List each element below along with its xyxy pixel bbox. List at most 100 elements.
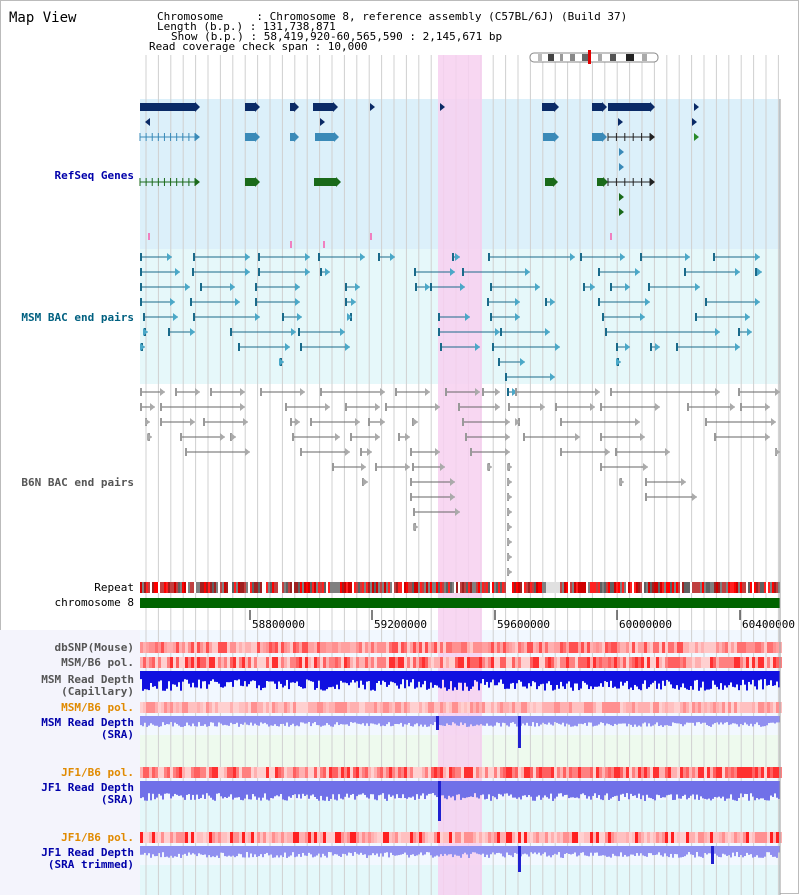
depth-bar [408, 671, 410, 687]
repeat-element [656, 582, 658, 593]
bac-end-pair [320, 268, 330, 276]
heat-cell [284, 702, 287, 713]
heat-cell [752, 767, 755, 778]
heat-cell [308, 642, 311, 653]
depth-bar [196, 846, 198, 857]
depth-bar [180, 781, 182, 796]
heat-cell [689, 767, 692, 778]
ideogram-band [582, 54, 588, 61]
heat-cell [173, 702, 176, 713]
jf1-b6-pol-label[interactable]: JF1/B6 pol. [61, 766, 134, 779]
depth-bar [656, 671, 658, 689]
heat-cell [326, 767, 329, 778]
bac-end [345, 403, 347, 411]
depth-bar [310, 716, 312, 727]
heat-cell [485, 832, 488, 843]
b6n-bac-track-label[interactable]: B6N BAC end pairs [21, 476, 134, 489]
depth-bar [178, 846, 180, 854]
heat-cell [761, 642, 764, 653]
heat-cell [620, 767, 623, 778]
depth-bar [344, 671, 346, 683]
heat-cell [569, 642, 572, 653]
depth-bar [688, 716, 690, 723]
depth-bar [454, 781, 456, 801]
heat-cell [503, 832, 506, 843]
jf1-b6-pol-label-2[interactable]: JF1/B6 pol. [61, 831, 134, 844]
depth-bar [574, 846, 576, 853]
repeat-element [598, 582, 600, 593]
heat-cell [722, 702, 725, 713]
depth-bar [224, 716, 226, 725]
bac-end-arrow [305, 253, 310, 261]
depth-bar [360, 716, 362, 725]
depth-bar [230, 781, 232, 795]
depth-bar [282, 781, 284, 800]
bac-end [465, 433, 467, 441]
heat-cell [737, 642, 740, 653]
depth-bar [250, 716, 252, 723]
gene-arrow [650, 102, 655, 112]
heat-cell [503, 642, 506, 653]
depth-bar [466, 716, 468, 727]
heat-cell [749, 767, 752, 778]
msm-depth-capillary-label[interactable]: MSM Read Depth [41, 673, 134, 686]
depth-bar [284, 781, 286, 801]
depth-bar [184, 781, 186, 800]
repeat-element [604, 582, 606, 593]
heat-cell [434, 767, 437, 778]
heat-cell [758, 642, 761, 653]
depth-bar [372, 846, 374, 854]
depth-bar [268, 671, 270, 682]
depth-bar [434, 781, 436, 796]
depth-bar [746, 846, 748, 853]
depth-bar [756, 846, 758, 856]
depth-bar [282, 671, 284, 688]
repeat-element [730, 582, 732, 593]
depth-bar [452, 781, 454, 797]
depth-bar [236, 781, 238, 798]
heat-cell [269, 657, 272, 668]
bac-end [412, 463, 414, 471]
msm-depth-sra-label[interactable]: MSM Read Depth [41, 716, 134, 729]
depth-bar [586, 846, 588, 856]
depth-bar [252, 716, 254, 726]
depth-bar [568, 716, 570, 725]
msm-b6-pol-label[interactable]: MSM/B6 pol. [61, 656, 134, 669]
heat-cell [701, 642, 704, 653]
bac-end [260, 388, 262, 396]
depth-bar [434, 671, 436, 685]
depth-bar [462, 781, 464, 798]
dbsnp-track-label[interactable]: dbSNP(Mouse) [54, 641, 134, 654]
msm-bac-track-label[interactable]: MSM BAC end pairs [21, 311, 134, 324]
bac-end-arrow [405, 463, 410, 471]
refseq-track-label[interactable]: RefSeq Genes [54, 169, 134, 182]
depth-bar [482, 846, 484, 854]
heat-cell [521, 767, 524, 778]
heat-cell [563, 767, 566, 778]
repeat-element [264, 582, 266, 593]
repeat-element [230, 582, 232, 593]
bac-end-arrow [550, 373, 555, 381]
heat-cell [380, 642, 383, 653]
depth-bar [298, 781, 300, 795]
depth-bar [350, 781, 352, 795]
depth-bar [674, 671, 676, 689]
jf1-depth-sra-label[interactable]: JF1 Read Depth [41, 781, 134, 794]
repeat-element [572, 582, 574, 593]
bac-end-arrow [291, 328, 296, 336]
heat-cell [662, 832, 665, 843]
bac-end-arrow [715, 388, 720, 396]
heat-cell [569, 657, 572, 668]
heat-cell [215, 702, 218, 713]
depth-bar [230, 846, 232, 857]
repeat-element [348, 582, 350, 593]
depth-bar [444, 781, 446, 799]
repeat-element [142, 582, 144, 593]
depth-bar [364, 671, 366, 690]
depth-bar [740, 846, 742, 855]
depth-bar [530, 671, 532, 687]
jf1-depth-trim-label[interactable]: JF1 Read Depth [41, 846, 134, 859]
heat-cell [149, 767, 152, 778]
msm-b6-pol-label-2[interactable]: MSM/B6 pol. [61, 701, 134, 714]
